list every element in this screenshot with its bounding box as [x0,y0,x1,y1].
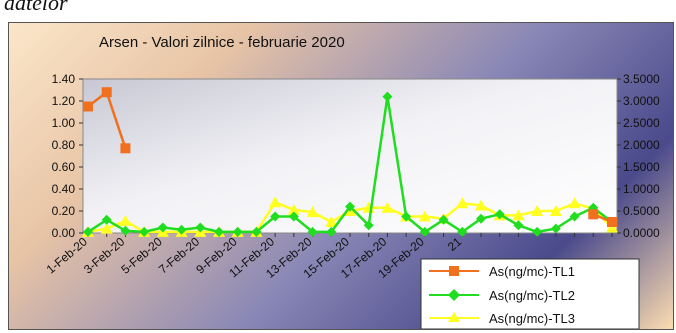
data-point-as-ng-mc-tl2 [550,223,561,234]
data-point-as-ng-mc-tl2 [382,91,393,102]
series-layer [82,87,618,237]
left-axis-ticks: 0.00 0.20 0.40 0.60 0.80 1.00 1.20 1.40 [52,72,83,240]
left-tick-label: 0.80 [52,138,76,152]
data-point-as-ng-mc-tl3 [100,222,113,234]
data-point-as-ng-mc-tl2 [307,226,318,237]
data-point-as-ng-mc-tl3 [381,201,394,213]
right-axis-ticks: 0.0000 0.5000 1.0000 1.5000 2.0000 2.5000 3.00… [617,72,660,240]
chart-title: Arsen - Valori zilnice - februarie 2020 [99,34,345,51]
left-tick-label: 1.40 [52,72,76,86]
legend-label-tl3: As(ng/mc)-TL3 [489,311,575,326]
data-point-as-ng-mc-tl1 [607,217,617,227]
left-tick-label: 0.60 [52,160,76,174]
right-tick-label: 0.5000 [623,204,660,218]
data-point-as-ng-mc-tl2 [176,224,187,235]
right-tick-label: 1.0000 [623,182,660,196]
data-point-as-ng-mc-tl2 [120,225,131,236]
left-tick-label: 0.40 [52,182,76,196]
x-tick-label: 5-Feb-20 [118,234,165,276]
right-tick-label: 1.5000 [623,160,660,174]
right-tick-label: 2.5000 [623,116,660,130]
data-point-as-ng-mc-tl3 [531,205,544,216]
data-point-as-ng-mc-tl3 [418,210,431,222]
data-point-as-ng-mc-tl2 [251,226,262,237]
data-point-as-ng-mc-tl2 [419,226,430,237]
legend-label-tl1: As(ng/mc)-TL1 [489,264,575,279]
x-tick-label: 1-Feb-20 [44,234,91,276]
legend-marker-tl1 [449,266,459,276]
data-point-as-ng-mc-tl2 [326,226,337,237]
right-tick-label: 0.0000 [623,226,660,240]
data-point-as-ng-mc-tl2 [476,213,486,224]
data-point-as-ng-mc-tl1 [120,143,131,154]
data-point-as-ng-mc-tl3 [475,199,487,211]
right-tick-label: 3.5000 [623,72,660,86]
data-point-as-ng-mc-tl1 [588,209,599,220]
legend-label-tl2: As(ng/mc)-TL2 [489,288,575,303]
caption-fragment: datelor [4,0,68,15]
data-point-as-ng-mc-tl3 [119,214,132,226]
x-tick-label: 7-Feb-20 [156,234,203,276]
data-point-as-ng-mc-tl3 [568,197,581,209]
data-point-as-ng-mc-tl3 [269,196,282,208]
line-chart: Arsen - Valori zilnice - februarie 2020 … [44,34,660,329]
data-point-as-ng-mc-tl2 [457,226,468,237]
x-tick-label: 21 [445,234,464,254]
data-point-as-ng-mc-tl2 [569,211,580,222]
data-point-as-ng-mc-tl2 [494,209,505,220]
chart-frame: Arsen - Valori zilnice - februarie 2020 … [8,22,674,330]
data-point-as-ng-mc-tl2 [532,226,543,237]
data-point-as-ng-mc-tl2 [214,226,224,237]
data-point-as-ng-mc-tl3 [287,203,300,215]
data-point-as-ng-mc-tl2 [363,220,374,231]
data-point-as-ng-mc-tl2 [288,211,299,222]
legend-marker-tl3 [448,312,460,322]
data-point-as-ng-mc-tl2 [83,226,93,237]
data-point-as-ng-mc-tl2 [157,222,168,233]
data-point-as-ng-mc-tl1 [83,101,93,112]
data-point-as-ng-mc-tl2 [270,211,281,222]
right-tick-label: 3.0000 [623,94,660,108]
data-point-as-ng-mc-tl2 [345,201,355,212]
data-point-as-ng-mc-tl3 [306,206,319,218]
left-tick-label: 1.20 [52,94,76,108]
data-point-as-ng-mc-tl2 [139,226,150,237]
data-point-as-ng-mc-tl3 [512,209,525,221]
x-tick-label: 3-Feb-20 [81,234,128,276]
data-point-as-ng-mc-tl3 [456,197,469,209]
left-tick-label: 1.00 [52,116,76,130]
data-point-as-ng-mc-tl2 [401,211,412,222]
right-tick-label: 2.0000 [623,138,660,152]
data-point-as-ng-mc-tl2 [101,214,112,225]
left-tick-label: 0.00 [52,226,76,240]
left-tick-label: 0.20 [52,204,76,218]
data-point-as-ng-mc-tl1 [101,87,112,98]
data-point-as-ng-mc-tl2 [513,220,524,231]
data-point-as-ng-mc-tl3 [325,216,338,227]
legend: As(ng/mc)-TL1 As(ng/mc)-TL2 As(ng/mc)-TL… [420,258,640,329]
data-point-as-ng-mc-tl2 [438,214,449,225]
data-point-as-ng-mc-tl2 [195,222,206,233]
legend-marker-tl2 [448,289,460,301]
data-point-as-ng-mc-tl2 [232,226,243,237]
data-point-as-ng-mc-tl3 [549,205,562,216]
